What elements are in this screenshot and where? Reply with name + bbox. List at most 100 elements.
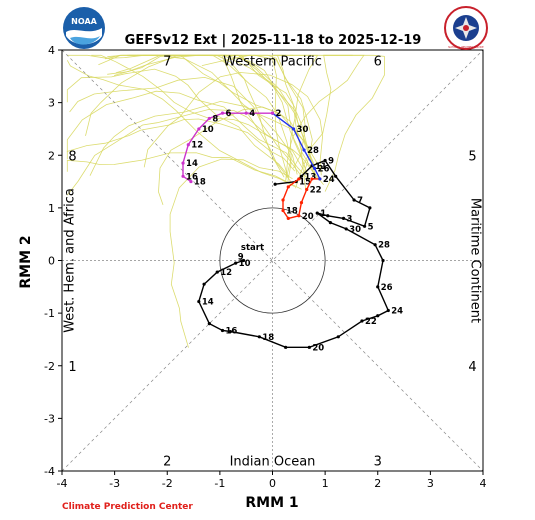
point-label: 9	[238, 252, 244, 262]
series-point	[328, 221, 332, 225]
series-point	[352, 198, 356, 202]
point-label: 10	[239, 259, 251, 269]
series-point	[297, 177, 301, 181]
point-label: 3	[347, 214, 353, 224]
ensemble-track	[66, 109, 304, 196]
series-point	[326, 214, 330, 218]
ensemble-track	[107, 54, 306, 169]
point-label: 11	[315, 162, 327, 172]
phase-number-label: 1	[68, 360, 76, 375]
ensemble-track	[66, 90, 312, 183]
phase-number-label: 2	[163, 454, 171, 469]
y-tick-label: 1	[48, 202, 55, 215]
series-point	[202, 282, 206, 286]
region-label-left: West. Hem. and Africa	[63, 188, 78, 333]
x-tick-label: 3	[427, 477, 434, 490]
series-point	[281, 208, 285, 213]
series-point	[281, 198, 285, 202]
series-point	[373, 243, 377, 247]
ensemble-track	[91, 54, 315, 175]
point-label: 7	[357, 196, 363, 206]
point-label: 12	[220, 268, 232, 278]
series-point	[381, 258, 385, 263]
point-label: 30	[297, 125, 309, 135]
series-point	[323, 158, 327, 163]
phase-number-label: 7	[163, 55, 171, 70]
series-point	[241, 258, 246, 263]
series-point	[234, 261, 238, 265]
ensemble-member-tracks	[66, 54, 385, 348]
series-point	[244, 111, 248, 115]
point-label: 5	[368, 222, 374, 232]
y-tick-label: 4	[48, 44, 55, 57]
series-point	[362, 224, 367, 228]
ensemble-mean-series: 1012141618202224262830135791113151820222…	[181, 109, 403, 353]
ensemble-track	[158, 106, 324, 206]
x-tick-label: 1	[322, 477, 329, 490]
series-point	[220, 111, 225, 115]
phase-number-label: 5	[468, 149, 476, 164]
series-point	[291, 127, 296, 131]
series-point	[368, 206, 372, 210]
noaa-logo: NOAA	[63, 7, 105, 49]
series-point	[197, 127, 201, 131]
start-label: start	[241, 243, 264, 253]
x-tick-label: -4	[57, 477, 68, 490]
series-point	[299, 174, 304, 178]
series-point	[220, 328, 225, 333]
series-point	[305, 187, 309, 192]
series-line	[282, 178, 320, 220]
series-point	[270, 111, 275, 115]
point-label: 22	[365, 317, 377, 327]
ensemble-track	[66, 68, 290, 178]
series-point	[181, 161, 185, 165]
point-label: 28	[378, 241, 390, 251]
point-label: 30	[349, 225, 361, 235]
series-point	[307, 345, 311, 349]
series-point	[376, 285, 380, 289]
series-point	[207, 116, 211, 121]
series-point	[344, 227, 348, 231]
x-tick-label: 4	[480, 477, 487, 490]
region-label-right: Maritime Continent	[467, 198, 482, 323]
point-label: 20	[302, 212, 314, 222]
series-point	[318, 177, 322, 181]
x-tick-label: -2	[162, 477, 173, 490]
series-point	[302, 148, 306, 152]
point-label: 2	[276, 109, 282, 119]
point-label: 18	[262, 333, 274, 343]
series-point	[313, 166, 317, 171]
y-tick-label: 3	[48, 97, 55, 110]
series-point	[299, 201, 304, 205]
ensemble-track	[66, 60, 295, 188]
y-tick-label: -2	[44, 360, 55, 373]
ensemble-track	[128, 54, 285, 178]
point-label: 14	[202, 298, 214, 308]
ensemble-track	[295, 54, 353, 189]
series-point	[181, 174, 185, 178]
series-point	[186, 143, 190, 147]
x-tick-label: -3	[109, 477, 120, 490]
point-label: 18	[286, 207, 298, 217]
series-point	[284, 345, 288, 349]
series-point	[386, 308, 390, 313]
point-label: 14	[186, 159, 198, 169]
region-label-top: Western Pacific	[223, 55, 322, 70]
y-tick-label: -4	[44, 465, 55, 478]
point-label: 8	[212, 114, 218, 124]
y-tick-label: 0	[48, 255, 55, 268]
credit-text: Climate Prediction Center	[62, 502, 193, 512]
series-line	[198, 159, 390, 348]
ensemble-track	[221, 54, 313, 175]
x-tick-label: 0	[269, 477, 276, 490]
series-point	[197, 299, 201, 304]
point-label: 9	[328, 157, 334, 167]
phase-number-label: 8	[68, 149, 76, 164]
y-axis-label: RMM 2	[18, 235, 34, 288]
point-label: 24	[323, 175, 335, 185]
x-tick-label: -1	[214, 477, 225, 490]
ensemble-track	[67, 54, 298, 175]
ensemble-track	[69, 76, 302, 177]
